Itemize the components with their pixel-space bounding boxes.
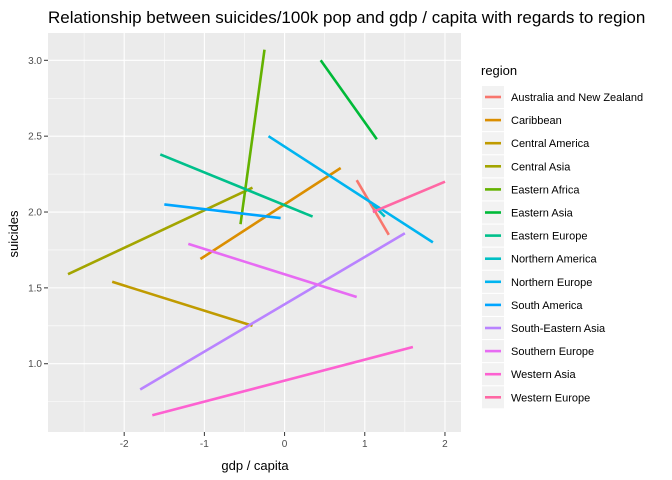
y-axis-title: suicides	[6, 210, 21, 257]
y-tick-label: 2.0	[28, 208, 42, 219]
legend-label-eastern-europe: Eastern Europe	[511, 231, 587, 243]
x-tick-label: 1	[362, 439, 368, 450]
y-tick-label: 1.0	[28, 359, 42, 370]
x-axis-title: gdp / capita	[221, 458, 289, 473]
series-line-caribbean	[199, 166, 342, 261]
legend-label-south-america: South America	[511, 300, 583, 312]
x-tick-label: 0	[282, 439, 288, 450]
legend: Australia and New Zealand Caribbean Centra…	[482, 86, 643, 409]
series-line-eastern-africa	[239, 49, 266, 225]
y-tick-label: 3.0	[28, 56, 42, 67]
legend-label-northern-europe: Northern Europe	[511, 277, 592, 289]
legend-label-australia-and-new-zealand: Australia and New Zealand	[511, 92, 643, 104]
chart-title: Relationship between suicides/100k pop a…	[48, 8, 645, 27]
series-line-south-america	[164, 203, 281, 220]
legend-label-eastern-africa: Eastern Africa	[511, 184, 580, 196]
y-tick-label: 2.5	[28, 132, 42, 143]
legend-title: region	[481, 63, 517, 78]
legend-label-central-america: Central America	[511, 138, 590, 150]
legend-label-western-europe: Western Europe	[511, 392, 590, 404]
legend-label-central-asia: Central Asia	[511, 161, 571, 173]
series-line-eastern-europe	[159, 153, 314, 218]
series-line-south-eastern-asia	[139, 232, 406, 391]
plot-panel	[48, 33, 461, 432]
series-line-central-america	[111, 280, 253, 328]
y-tick-label: 1.5	[28, 283, 42, 294]
legend-label-northern-america: Northern America	[511, 254, 597, 266]
series-line-northern-europe	[267, 135, 434, 244]
series-line-western-europe	[372, 180, 446, 214]
x-tick-label: -2	[120, 439, 129, 450]
legend-label-western-asia: Western Asia	[511, 369, 576, 381]
series-line-australia-and-new-zealand	[355, 179, 390, 236]
legend-label-caribbean: Caribbean	[511, 115, 562, 127]
x-tick-label: -1	[200, 439, 209, 450]
x-tick-label: 2	[442, 439, 448, 450]
legend-label-eastern-asia: Eastern Asia	[511, 208, 574, 220]
series-line-central-asia	[67, 186, 254, 276]
panel-background	[48, 33, 461, 432]
series-line-eastern-asia	[319, 59, 378, 140]
series-line-western-asia	[151, 345, 414, 417]
legend-label-southern-europe: Southern Europe	[511, 346, 594, 358]
series-line-southern-europe	[187, 242, 358, 299]
legend-label-south-eastern-asia: South-Eastern Asia	[511, 323, 606, 335]
